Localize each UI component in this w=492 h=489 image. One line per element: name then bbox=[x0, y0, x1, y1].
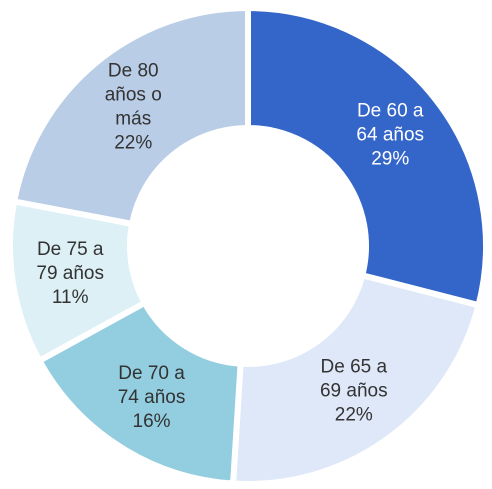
slice-value-label: 29% bbox=[371, 149, 409, 170]
slice-label-line: 64 años bbox=[356, 125, 424, 146]
donut-slice bbox=[35, 298, 244, 487]
slice-label-line: más bbox=[115, 108, 151, 129]
slice-value-label: 22% bbox=[335, 405, 373, 426]
slice-label: De 65 a 69 años bbox=[320, 357, 388, 402]
slice-label: De 60 a 64 años bbox=[356, 101, 424, 146]
slice-label-line: 79 años bbox=[36, 263, 104, 284]
slice-label-line: años o bbox=[105, 84, 162, 105]
donut-slice bbox=[245, 4, 489, 309]
slice-label-line: De 65 a bbox=[321, 357, 388, 378]
slice-label: De 75 a 79 años bbox=[36, 239, 104, 284]
slice-label-line: De 80 bbox=[108, 60, 159, 81]
slice-label-line: De 75 a bbox=[37, 239, 104, 260]
donut-slice bbox=[229, 271, 483, 487]
slice-label: De 80 años o más bbox=[105, 60, 162, 129]
donut-slice bbox=[10, 4, 251, 228]
slice-value-label: 22% bbox=[114, 132, 152, 153]
slice-label: De 70 a 74 años bbox=[118, 363, 186, 408]
slice-label-line: De 70 a bbox=[118, 363, 185, 384]
slice-value-label: 16% bbox=[133, 411, 171, 432]
slice-value-label: 11% bbox=[52, 287, 89, 308]
slice-label-line: 74 años bbox=[118, 387, 186, 408]
slice-label-line: De 60 a bbox=[357, 101, 424, 122]
slice-label-line: 69 años bbox=[320, 381, 388, 402]
